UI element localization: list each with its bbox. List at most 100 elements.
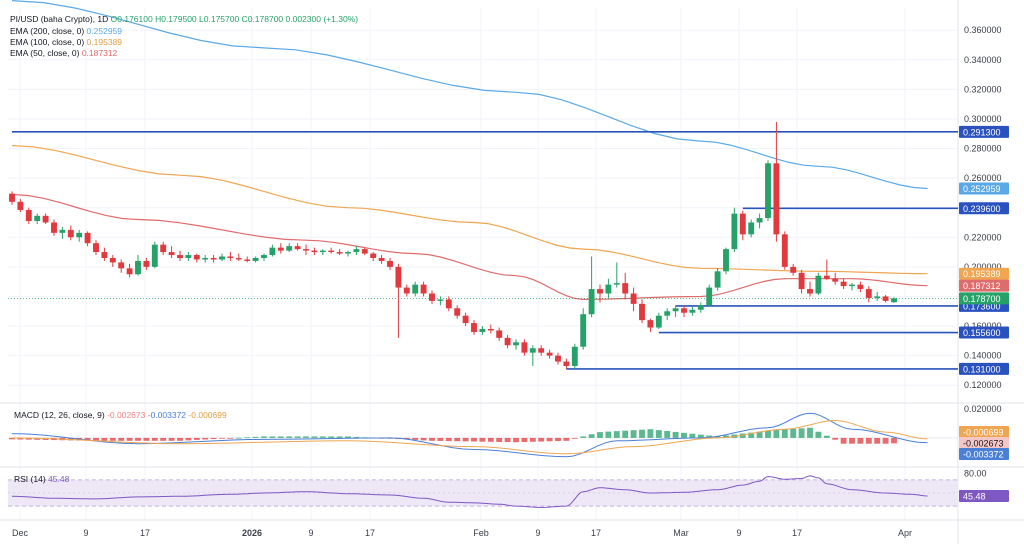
candle-body bbox=[521, 342, 528, 353]
candle bbox=[832, 272, 839, 285]
candle-body bbox=[697, 305, 704, 310]
price-axis-label: 0.140000 bbox=[964, 351, 1002, 361]
macd-histogram-bar bbox=[857, 437, 864, 444]
candle-body bbox=[454, 308, 461, 316]
time-axis-label: 17 bbox=[140, 528, 150, 538]
macd-histogram-bar bbox=[580, 436, 587, 438]
macd-tag-text: -0.000699 bbox=[963, 428, 1004, 438]
candle-body bbox=[84, 232, 91, 244]
candle-body bbox=[790, 266, 797, 273]
macd-histogram-bar bbox=[714, 436, 721, 438]
ema100-legend[interactable]: EMA (100, close, 0) 0.195389 bbox=[10, 37, 122, 48]
level-tag-bg bbox=[959, 362, 1009, 375]
macd-histogram-bar bbox=[555, 437, 561, 442]
candle bbox=[84, 231, 91, 247]
macd-value-1: -0.002673 bbox=[107, 410, 146, 420]
candle-body bbox=[588, 289, 595, 315]
time-axis-label: 9 bbox=[308, 528, 313, 538]
macd-histogram-bar bbox=[286, 436, 293, 438]
candle-body bbox=[823, 275, 830, 279]
candle bbox=[269, 244, 276, 257]
candle-body bbox=[613, 283, 620, 285]
macd-histogram-bar bbox=[739, 433, 746, 438]
macd-tag: -0.000699 bbox=[959, 426, 1009, 438]
macd-legend[interactable]: MACD (12, 26, close, 9) -0.002673 -0.003… bbox=[14, 410, 227, 420]
candle bbox=[387, 257, 393, 270]
candle bbox=[219, 253, 225, 261]
macd-histogram-bar bbox=[563, 437, 570, 441]
candle-body bbox=[496, 330, 503, 338]
candle-body bbox=[143, 260, 150, 267]
macd-histogram bbox=[9, 427, 897, 444]
candle-body bbox=[403, 287, 410, 294]
macd-histogram-bar bbox=[160, 437, 167, 441]
macd-histogram-bar bbox=[672, 431, 679, 438]
macd-histogram-bar bbox=[252, 436, 259, 438]
macd-histogram-bar bbox=[471, 437, 477, 442]
indicator-tag: 0.187312 bbox=[959, 279, 1009, 292]
candle-body bbox=[546, 352, 553, 356]
macd-histogram-bar bbox=[328, 436, 335, 438]
macd-histogram-bar bbox=[865, 437, 872, 444]
indicator-tag-text: 0.187312 bbox=[963, 281, 1001, 291]
time-axis-label: Apr bbox=[898, 528, 912, 538]
macd-histogram-bar bbox=[135, 437, 141, 441]
candle-body bbox=[798, 272, 805, 290]
candle bbox=[639, 299, 645, 324]
candle-body bbox=[378, 257, 385, 261]
indicator-tag: 0.252959 bbox=[959, 182, 1009, 195]
level-tag-text: 0.131000 bbox=[963, 364, 1001, 374]
candle bbox=[252, 256, 259, 263]
candle bbox=[521, 339, 528, 356]
candle bbox=[891, 297, 897, 303]
candle-body bbox=[185, 255, 192, 258]
macd-histogram-bar bbox=[462, 437, 469, 442]
candle bbox=[857, 281, 864, 293]
candle-body bbox=[529, 348, 536, 353]
candle bbox=[563, 358, 570, 369]
candle-body bbox=[874, 296, 881, 298]
time-axis-label: 2026 bbox=[242, 528, 262, 538]
macd-histogram-bar bbox=[294, 436, 301, 438]
candle bbox=[882, 294, 889, 303]
price-axis-label: 0.360000 bbox=[964, 25, 1002, 35]
candle-body bbox=[387, 260, 393, 267]
candle bbox=[59, 226, 66, 239]
macd-histogram-bar bbox=[504, 437, 511, 443]
indicator-tag-text: 0.178700 bbox=[963, 294, 1001, 304]
candle-body bbox=[59, 229, 66, 233]
candle-body bbox=[664, 311, 671, 316]
candle bbox=[319, 249, 326, 256]
candle bbox=[177, 250, 183, 261]
candle-body bbox=[748, 222, 755, 235]
ema50-legend[interactable]: EMA (50, close, 0) 0.187312 bbox=[10, 48, 117, 59]
price-axis-label: 0.220000 bbox=[964, 232, 1002, 242]
candle-body bbox=[597, 289, 603, 294]
ema200-legend[interactable]: EMA (200, close, 0) 0.252959 bbox=[10, 26, 122, 37]
macd-axis-label: 0.020000 bbox=[964, 404, 1002, 414]
macd-histogram-bar bbox=[571, 437, 578, 439]
candle-body bbox=[471, 323, 477, 332]
candle bbox=[17, 198, 24, 213]
ohlc-readout: O0.176100 H0.179500 L0.175700 C0.178700 … bbox=[110, 14, 359, 24]
candle bbox=[689, 306, 696, 316]
candle bbox=[286, 243, 293, 253]
macd-histogram-bar bbox=[706, 435, 713, 438]
macd-histogram-bar bbox=[17, 437, 24, 440]
candle-body bbox=[336, 252, 343, 254]
candle-body bbox=[815, 275, 822, 294]
indicator-tag-text: 0.195389 bbox=[963, 269, 1001, 279]
candle-body bbox=[67, 229, 74, 238]
macd-histogram-bar bbox=[647, 429, 654, 438]
symbol-legend: PI/USD (baha Crypto), 1D O0.176100 H0.17… bbox=[10, 14, 358, 25]
macd-histogram-bar bbox=[168, 437, 175, 441]
macd-histogram-bar bbox=[244, 437, 251, 439]
rsi-legend[interactable]: RSI (14) 45.48 bbox=[14, 474, 69, 484]
candle bbox=[303, 244, 309, 256]
candle bbox=[605, 278, 612, 298]
candle bbox=[353, 246, 360, 256]
candle-body bbox=[639, 303, 645, 321]
macd-tag-bg bbox=[959, 437, 1009, 449]
